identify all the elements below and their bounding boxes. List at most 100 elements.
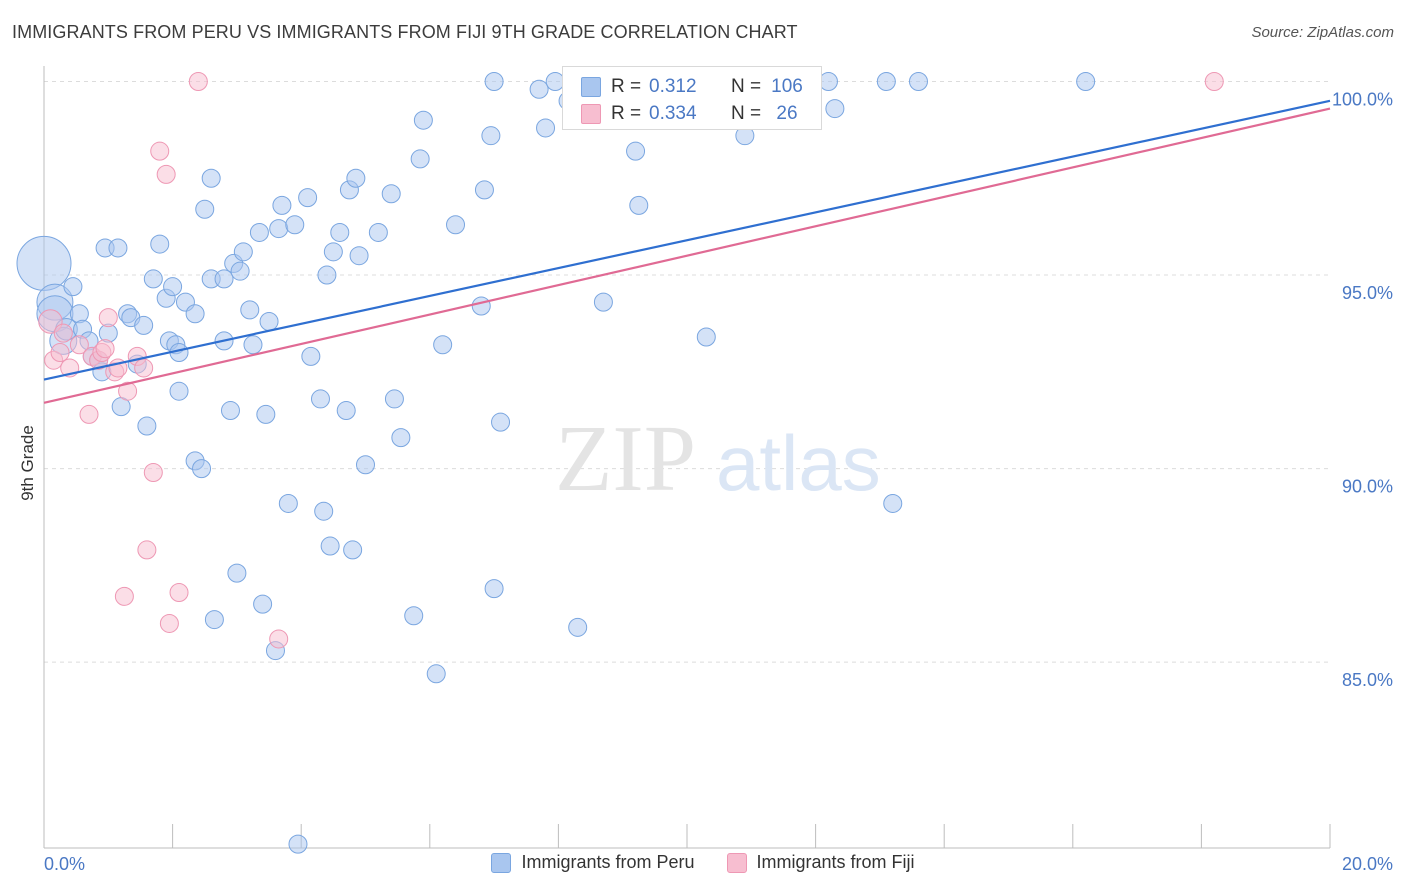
peru-point bbox=[876, 71, 896, 91]
fiji-point bbox=[118, 381, 138, 401]
peru-point bbox=[384, 389, 404, 409]
y-tick-labels: 100.0% 95.0% 90.0% 85.0% bbox=[1332, 89, 1393, 690]
peru-point bbox=[298, 188, 318, 208]
n-value: 26 bbox=[776, 103, 798, 124]
n-label: N = bbox=[731, 76, 762, 97]
peru-point bbox=[204, 610, 224, 630]
axes bbox=[43, 66, 1331, 849]
peru-point bbox=[484, 71, 504, 91]
series-fiji-points bbox=[38, 71, 1224, 649]
stats-legend: R = 0.312 N = 106 R = 0.334 N = 26 bbox=[562, 66, 822, 130]
stats-row-peru: R = 0.312 N = 106 bbox=[581, 76, 807, 98]
peru-point bbox=[471, 296, 491, 316]
r-value: 0.334 bbox=[649, 103, 697, 124]
y-tick-label: 90.0% bbox=[1342, 477, 1393, 497]
peru-point bbox=[201, 168, 221, 188]
fiji-point bbox=[98, 308, 118, 328]
fiji-point bbox=[159, 613, 179, 633]
peru-point bbox=[230, 261, 250, 281]
watermark-atlas: atlas bbox=[716, 419, 881, 507]
peru-point bbox=[249, 222, 269, 242]
peru-point bbox=[278, 493, 298, 513]
fiji-point bbox=[150, 141, 170, 161]
y-tick-label: 95.0% bbox=[1342, 283, 1393, 303]
peru-point bbox=[349, 246, 369, 266]
peru-point bbox=[343, 540, 363, 560]
peru-point bbox=[192, 459, 212, 479]
peru-point bbox=[317, 265, 337, 285]
legend-item-peru[interactable]: Immigrants from Peru bbox=[491, 852, 695, 873]
peru-point bbox=[169, 381, 189, 401]
fiji-point bbox=[169, 582, 189, 602]
fiji-point bbox=[188, 71, 208, 91]
peru-point bbox=[143, 269, 163, 289]
peru-point bbox=[227, 563, 247, 583]
peru-point bbox=[446, 215, 466, 235]
peru-point bbox=[410, 149, 430, 169]
peru-point bbox=[908, 71, 928, 91]
peru-point bbox=[696, 327, 716, 347]
peru-point bbox=[195, 199, 215, 219]
fiji-point bbox=[137, 540, 157, 560]
peru-point bbox=[433, 335, 453, 355]
source-label: Source: ZipAtlas.com bbox=[1251, 24, 1394, 41]
peru-point bbox=[484, 579, 504, 599]
y-axis-label: 9th Grade bbox=[18, 425, 37, 501]
fiji-point bbox=[156, 164, 176, 184]
peru-point bbox=[220, 401, 240, 421]
peru-point bbox=[214, 269, 234, 289]
peru-point bbox=[323, 242, 343, 262]
fiji-swatch bbox=[726, 852, 747, 873]
peru-point bbox=[818, 71, 838, 91]
peru-point bbox=[16, 235, 72, 291]
peru-point bbox=[63, 277, 83, 297]
peru-point bbox=[233, 242, 253, 262]
fiji-point bbox=[269, 629, 289, 649]
watermark-zip: ZIP bbox=[555, 407, 696, 511]
peru-point bbox=[426, 664, 446, 684]
y-tick-label: 85.0% bbox=[1342, 670, 1393, 690]
fiji-point bbox=[114, 586, 134, 606]
r-label: R = bbox=[611, 76, 642, 97]
legend-item-fiji[interactable]: Immigrants from Fiji bbox=[726, 852, 915, 873]
peru-point bbox=[568, 617, 588, 637]
x-tick-labels: 0.0% 20.0% bbox=[44, 854, 1393, 874]
peru-point bbox=[336, 401, 356, 421]
peru-swatch bbox=[581, 77, 601, 97]
peru-point bbox=[330, 222, 350, 242]
n-label: N = bbox=[731, 103, 762, 124]
peru-point bbox=[491, 412, 511, 432]
peru-point bbox=[310, 389, 330, 409]
fiji-point bbox=[50, 342, 70, 362]
n-value: 106 bbox=[771, 76, 803, 97]
peru-point bbox=[243, 335, 263, 355]
peru-point bbox=[150, 234, 170, 254]
peru-point bbox=[301, 346, 321, 366]
peru-point bbox=[185, 304, 205, 324]
peru-point bbox=[391, 428, 411, 448]
x-tick-label: 20.0% bbox=[1342, 854, 1393, 874]
fiji-trend-line bbox=[43, 107, 1331, 404]
chart-title: IMMIGRANTS FROM PERU VS IMMIGRANTS FROM … bbox=[12, 22, 798, 42]
peru-point bbox=[536, 118, 556, 138]
legend-label-fiji: Immigrants from Fiji bbox=[756, 852, 915, 872]
series-legend: Immigrants from Peru Immigrants from Fij… bbox=[0, 852, 1406, 873]
x-tick-label: 0.0% bbox=[44, 854, 85, 874]
peru-point bbox=[381, 184, 401, 204]
peru-point bbox=[629, 195, 649, 215]
fiji-point bbox=[1204, 71, 1224, 91]
fiji-point bbox=[143, 462, 163, 482]
fiji-point bbox=[95, 339, 115, 359]
stats-row-fiji: R = 0.334 N = 26 bbox=[581, 103, 807, 125]
peru-point bbox=[529, 79, 549, 99]
trend-lines bbox=[43, 99, 1331, 404]
peru-point bbox=[256, 404, 276, 424]
peru-point bbox=[356, 455, 375, 475]
peru-point bbox=[368, 222, 388, 242]
peru-point bbox=[593, 292, 613, 312]
peru-point bbox=[163, 277, 183, 297]
peru-point bbox=[253, 594, 273, 614]
fiji-point bbox=[69, 335, 89, 355]
r-value: 0.312 bbox=[649, 76, 697, 97]
